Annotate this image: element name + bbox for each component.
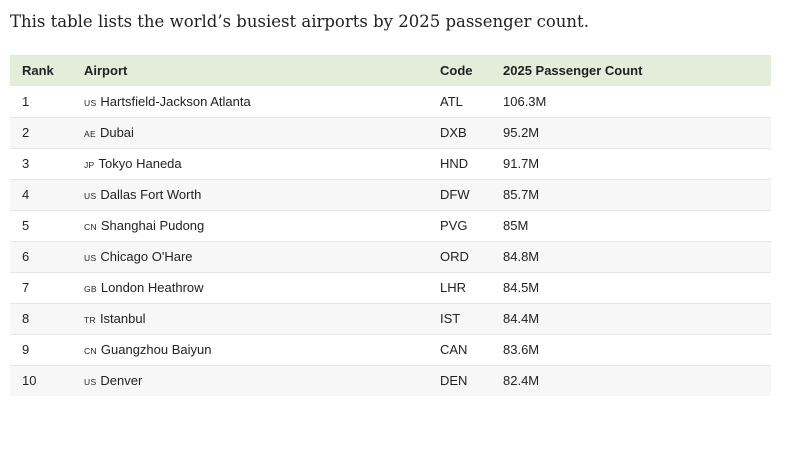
airports-table: Rank Airport Code 2025 Passenger Count 1…: [10, 55, 771, 396]
table-row: 10 us Denver DEN 82.4M: [10, 365, 771, 396]
cell-code: DEN: [440, 373, 468, 389]
airport-name: Dallas Fort Worth: [100, 187, 202, 202]
header-passenger-count: 2025 Passenger Count: [503, 63, 643, 78]
cell-rank: 5: [22, 218, 30, 233]
cell-code: ATL: [440, 93, 463, 109]
cell-code: CAN: [440, 342, 468, 357]
cell-rank: 3: [22, 156, 30, 171]
airport-name: Dubai: [99, 125, 134, 140]
cell-rank: 9: [22, 342, 30, 357]
cell-airport: us Denver: [84, 365, 440, 396]
country-code: cn: [84, 222, 97, 232]
airport-name: Istanbul: [99, 311, 146, 326]
cell-rank: 1: [22, 93, 30, 109]
cell-rank: 4: [22, 187, 30, 202]
cell-passenger-count: 91.7M: [503, 156, 540, 171]
cell-passenger-count: 85.7M: [503, 187, 540, 202]
cell-code: IST: [440, 311, 461, 326]
cell-passenger-count: 83.6M: [503, 342, 540, 357]
table-row: 3 jp Tokyo Haneda HND 91.7M: [10, 148, 771, 179]
country-code: gb: [84, 284, 97, 294]
cell-airport: cn Shanghai Pudong: [84, 210, 440, 241]
cell-rank: 8: [22, 311, 30, 326]
table-body: 1 us Hartsfield-Jackson Atlanta ATL 106.3…: [10, 86, 771, 396]
airport-name: Shanghai Pudong: [100, 218, 205, 233]
cell-airport: ae Dubai: [84, 117, 440, 148]
cell-passenger-count: 106.3M: [503, 93, 547, 109]
airport-name: Denver: [100, 373, 143, 389]
cell-passenger-count: 82.4M: [503, 373, 540, 389]
cell-passenger-count: 84.5M: [503, 280, 540, 295]
country-code: jp: [84, 160, 95, 170]
cell-airport: cn Guangzhou Baiyun: [84, 334, 440, 365]
table-row: 6 us Chicago O'Hare ORD 84.8M: [10, 241, 771, 272]
table-row: 5 cn Shanghai Pudong PVG 85M: [10, 210, 771, 241]
table-row: 8 tr Istanbul IST 84.4M: [10, 303, 771, 334]
table-row: 1 us Hartsfield-Jackson Atlanta ATL 106.3…: [10, 86, 771, 117]
cell-rank: 6: [22, 249, 30, 264]
cell-code: HND: [440, 156, 469, 171]
header-rank: Rank: [22, 63, 54, 78]
table-header-row: Rank Airport Code 2025 Passenger Count: [10, 55, 771, 86]
airport-name: London Heathrow: [100, 280, 204, 295]
airport-name: Guangzhou Baiyun: [100, 342, 212, 357]
airport-name: Chicago O'Hare: [100, 249, 193, 264]
country-code: cn: [84, 346, 97, 356]
country-code: us: [84, 97, 97, 108]
table-row: 2 ae Dubai DXB 95.2M: [10, 117, 771, 148]
airport-name: Tokyo Haneda: [98, 156, 182, 171]
table-row: 9 cn Guangzhou Baiyun CAN 83.6M: [10, 334, 771, 365]
cell-airport: gb London Heathrow: [84, 272, 440, 303]
cell-airport: us Chicago O'Hare: [84, 241, 440, 272]
table-row: 7 gb London Heathrow LHR 84.5M: [10, 272, 771, 303]
cell-code: LHR: [440, 280, 467, 295]
cell-code: PVG: [440, 218, 468, 233]
cell-passenger-count: 84.4M: [503, 311, 540, 326]
cell-airport: tr Istanbul: [84, 303, 440, 334]
cell-code: DXB: [440, 125, 467, 140]
country-code: us: [84, 253, 97, 263]
airport-name: Hartsfield-Jackson Atlanta: [100, 93, 251, 109]
header-airport: Airport: [84, 63, 128, 78]
cell-passenger-count: 95.2M: [503, 125, 540, 140]
cell-code: DFW: [440, 187, 470, 202]
country-code: us: [84, 191, 97, 201]
intro-text: This table lists the world’s busiest air…: [10, 12, 589, 31]
cell-rank: 7: [22, 280, 30, 295]
country-code: tr: [84, 315, 96, 325]
cell-passenger-count: 85M: [503, 218, 529, 233]
cell-airport: us Dallas Fort Worth: [84, 179, 440, 210]
country-code: us: [84, 377, 97, 388]
cell-rank: 10: [22, 373, 37, 389]
country-code: ae: [84, 129, 96, 139]
cell-passenger-count: 84.8M: [503, 249, 540, 264]
header-code: Code: [440, 63, 473, 78]
cell-airport: jp Tokyo Haneda: [84, 148, 440, 179]
cell-airport: us Hartsfield-Jackson Atlanta: [84, 86, 440, 117]
cell-rank: 2: [22, 125, 30, 140]
cell-code: ORD: [440, 249, 469, 264]
table-row: 4 us Dallas Fort Worth DFW 85.7M: [10, 179, 771, 210]
